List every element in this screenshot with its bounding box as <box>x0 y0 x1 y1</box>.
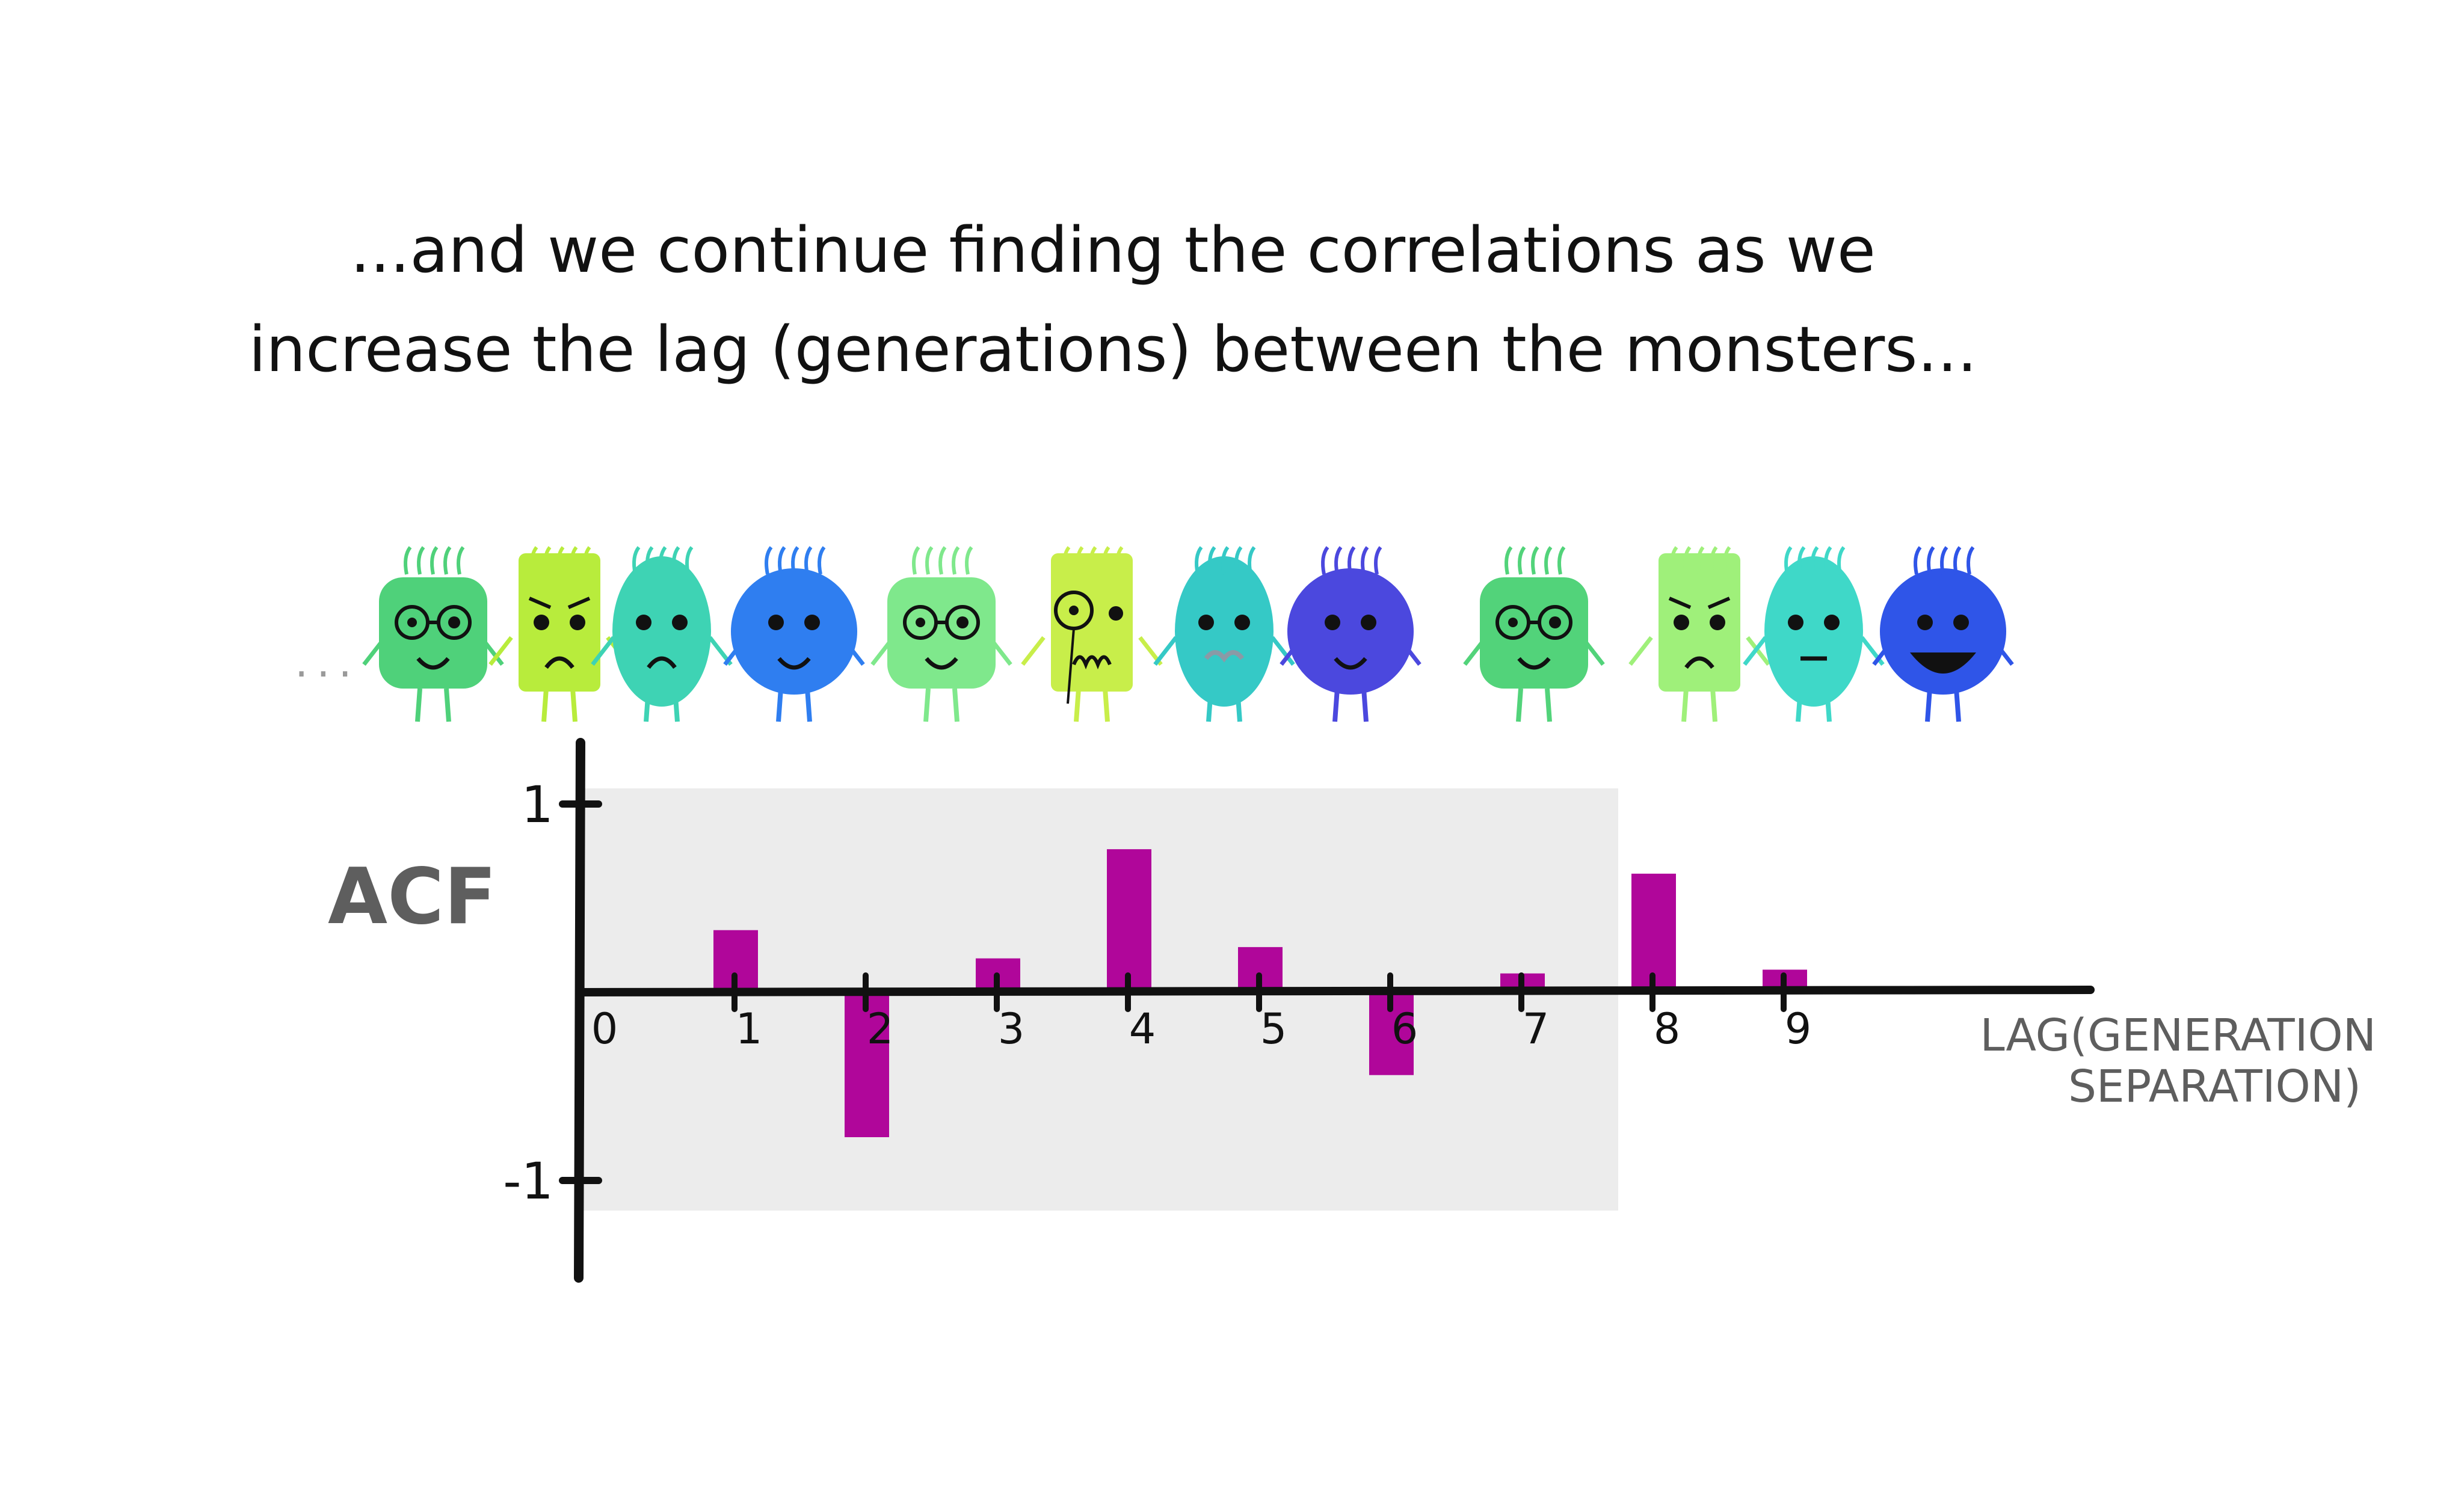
monster-glasses-square <box>1463 546 1605 722</box>
monster-row: ... <box>295 546 2014 722</box>
x-tick-label: 8 <box>1654 1004 1681 1054</box>
bar-lag-2 <box>845 992 889 1138</box>
x-tick-label: 2 <box>867 1004 894 1054</box>
monster-monocle-rect <box>1021 546 1163 722</box>
monster-glasses-square <box>870 546 1012 722</box>
monster-ellipsis: ... <box>295 637 360 687</box>
x-tick-label: 6 <box>1391 1004 1418 1054</box>
x-tick-label: 3 <box>998 1004 1025 1054</box>
x-tick-label: 0 <box>591 1004 618 1054</box>
x-axis-label-line-1: LAG(GENERATION <box>1980 1010 2376 1061</box>
monster-grumpy-rect <box>488 546 630 722</box>
x-axis <box>576 986 2095 996</box>
monster-bigsmile-round <box>1872 546 2014 722</box>
x-tick-label: 4 <box>1129 1004 1156 1054</box>
y-tick-label: 1 <box>522 775 553 834</box>
x-tick-label: 5 <box>1260 1004 1287 1054</box>
y-axis-label: ACF <box>328 852 496 942</box>
x-tick-label: 9 <box>1785 1004 1812 1054</box>
caption-line-1: ...and we continue finding the correlati… <box>350 213 1876 287</box>
monster-sad-teardrop <box>591 546 733 722</box>
monster-glasses-square <box>362 546 504 722</box>
caption-line-2: increase the lag (generations) between t… <box>248 313 1977 386</box>
bar-lag-8 <box>1631 873 1676 992</box>
y-axis <box>574 738 585 1283</box>
x-axis-label-line-2: SEPARATION) <box>2068 1061 2361 1113</box>
x-tick-label: 1 <box>736 1004 763 1054</box>
shaded-region <box>581 788 1618 1211</box>
monster-neutral-teardrop <box>1743 546 1885 722</box>
monster-happy-round <box>723 546 865 722</box>
x-tick-label: 7 <box>1523 1004 1550 1054</box>
y-tick-label: -1 <box>503 1152 553 1211</box>
bar-lag-4 <box>1107 849 1151 992</box>
monster-happy-round <box>1280 546 1421 722</box>
monster-grumpy-rect <box>1628 546 1770 722</box>
monster-mustache-teardrop <box>1153 546 1295 722</box>
